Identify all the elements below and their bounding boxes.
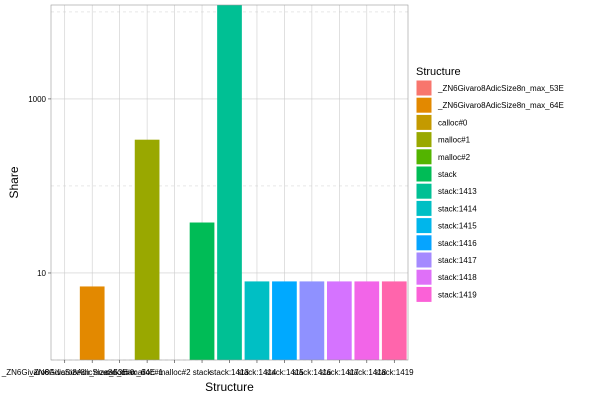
legend-key bbox=[415, 251, 433, 269]
bar bbox=[217, 5, 242, 360]
legend-label: stack bbox=[438, 170, 458, 179]
bar bbox=[79, 286, 105, 360]
legend-title: Structure bbox=[416, 66, 461, 78]
legend-label: malloc#1 bbox=[438, 136, 471, 145]
legend: Structure _ZN6Givaro8AdicSize8n_max_53E _… bbox=[415, 66, 564, 303]
legend-label: stack:1414 bbox=[438, 204, 477, 213]
bar bbox=[326, 281, 352, 360]
legend-label: malloc#2 bbox=[438, 153, 471, 162]
legend-label: stack:1413 bbox=[438, 187, 477, 196]
y-axis-title: Share bbox=[7, 166, 21, 198]
legend-label: _ZN6Givaro8AdicSize8n_max_53E bbox=[437, 84, 564, 93]
legend-key bbox=[415, 165, 433, 183]
bar bbox=[189, 222, 215, 360]
legend-key bbox=[415, 199, 433, 217]
legend-label: stack:1415 bbox=[438, 222, 477, 231]
legend-key bbox=[415, 268, 433, 286]
x-tick-label: stack:1417 bbox=[320, 368, 359, 377]
bar bbox=[244, 281, 270, 360]
y-axis-ticks: 10 1000 bbox=[28, 95, 51, 278]
bar bbox=[299, 281, 325, 360]
legend-label: stack:1416 bbox=[438, 239, 477, 248]
legend-key bbox=[415, 79, 433, 97]
x-tick-label: calloc#0 bbox=[105, 368, 135, 377]
x-tick-label: stack:1418 bbox=[347, 368, 386, 377]
y-tick-label: 10 bbox=[37, 269, 46, 278]
legend-label: calloc#0 bbox=[438, 118, 468, 127]
x-tick-label: stack:1419 bbox=[375, 368, 414, 377]
x-tick-label: stack:1414 bbox=[238, 368, 277, 377]
legend-key bbox=[415, 234, 433, 252]
x-axis-title: Structure bbox=[205, 380, 254, 394]
legend-label: stack:1417 bbox=[438, 256, 477, 265]
x-tick-label: stack:1413 bbox=[210, 368, 249, 377]
legend-label: stack:1419 bbox=[438, 290, 477, 299]
legend-key bbox=[415, 131, 433, 149]
bar bbox=[354, 281, 380, 360]
y-tick-label: 1000 bbox=[28, 95, 46, 104]
bar bbox=[134, 139, 160, 360]
x-tick-label: stack:1415 bbox=[265, 368, 304, 377]
legend-key bbox=[415, 182, 433, 200]
legend-key bbox=[415, 285, 433, 303]
x-tick-label: _ZN6Givaro8AdicSize8n_max_64E bbox=[28, 368, 155, 377]
legend-key bbox=[415, 148, 433, 166]
x-axis-ticks: _ZN6Givaro8AdicSize8n_max_53E_ZN6Givaro8… bbox=[1, 360, 414, 377]
x-tick-label: stack bbox=[193, 368, 213, 377]
bar bbox=[381, 281, 407, 360]
legend-key bbox=[415, 113, 433, 131]
legend-label: stack:1418 bbox=[438, 273, 477, 282]
x-tick-label: stack:1416 bbox=[293, 368, 332, 377]
legend-key bbox=[415, 96, 433, 114]
x-tick-label: _ZN6Givaro8AdicSize8n_max_53E bbox=[1, 368, 128, 377]
legend-key bbox=[415, 217, 433, 235]
legend-label: _ZN6Givaro8AdicSize8n_max_64E bbox=[437, 101, 564, 110]
x-tick-label: malloc#1 bbox=[131, 368, 164, 377]
bar bbox=[272, 281, 297, 360]
bars bbox=[79, 5, 407, 360]
x-tick-label: malloc#2 bbox=[159, 368, 192, 377]
